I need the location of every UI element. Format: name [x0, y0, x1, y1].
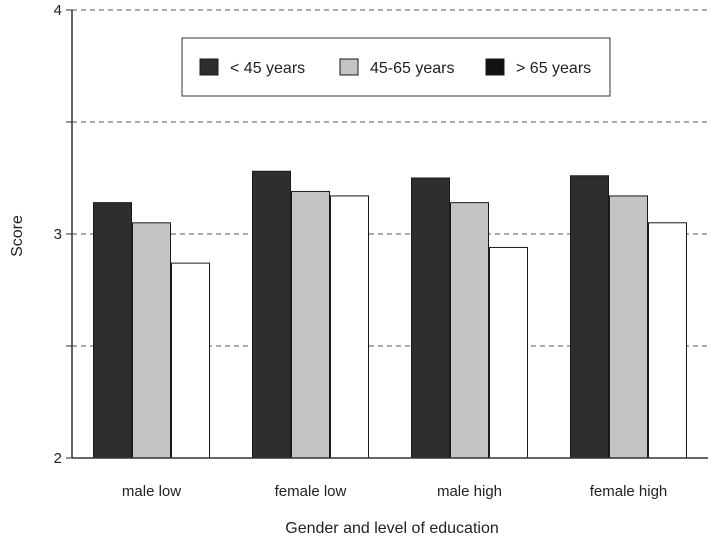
- x-tick-labels: male low female low male high female high: [122, 483, 667, 500]
- y-tick-label: 3: [54, 226, 62, 243]
- legend-swatch: [485, 58, 505, 76]
- bar: [252, 170, 291, 459]
- legend-swatch: [199, 58, 219, 76]
- legend-swatch: [339, 58, 359, 76]
- bar: [171, 262, 210, 459]
- bar: [132, 222, 171, 459]
- gridlines: [72, 9, 708, 347]
- legend-label: < 45 years: [230, 60, 305, 77]
- x-tick-label: male high: [437, 483, 502, 500]
- bar: [291, 190, 330, 459]
- y-axis-title: Score: [9, 215, 26, 257]
- axes: [66, 9, 708, 459]
- x-axis-title: Gender and level of education: [285, 520, 498, 537]
- legend-label: 45-65 years: [370, 60, 455, 77]
- bar: [648, 222, 687, 459]
- x-tick-label: female low: [275, 483, 347, 500]
- bars: [93, 170, 687, 459]
- bar: [609, 195, 648, 459]
- x-tick-label: female high: [590, 483, 668, 500]
- bar: [330, 195, 369, 459]
- y-tick-label: 4: [54, 2, 62, 19]
- y-tick-label: 2: [54, 450, 62, 467]
- bar: [450, 202, 489, 459]
- y-tick-labels: 2 3 4: [54, 2, 62, 467]
- bar: [93, 202, 132, 459]
- bar: [489, 246, 528, 459]
- legend: < 45 years 45-65 years > 65 years: [181, 37, 611, 97]
- bar: [411, 177, 450, 459]
- x-tick-label: male low: [122, 483, 181, 500]
- legend-box: [181, 37, 611, 97]
- bar: [570, 175, 609, 459]
- legend-label: > 65 years: [516, 60, 591, 77]
